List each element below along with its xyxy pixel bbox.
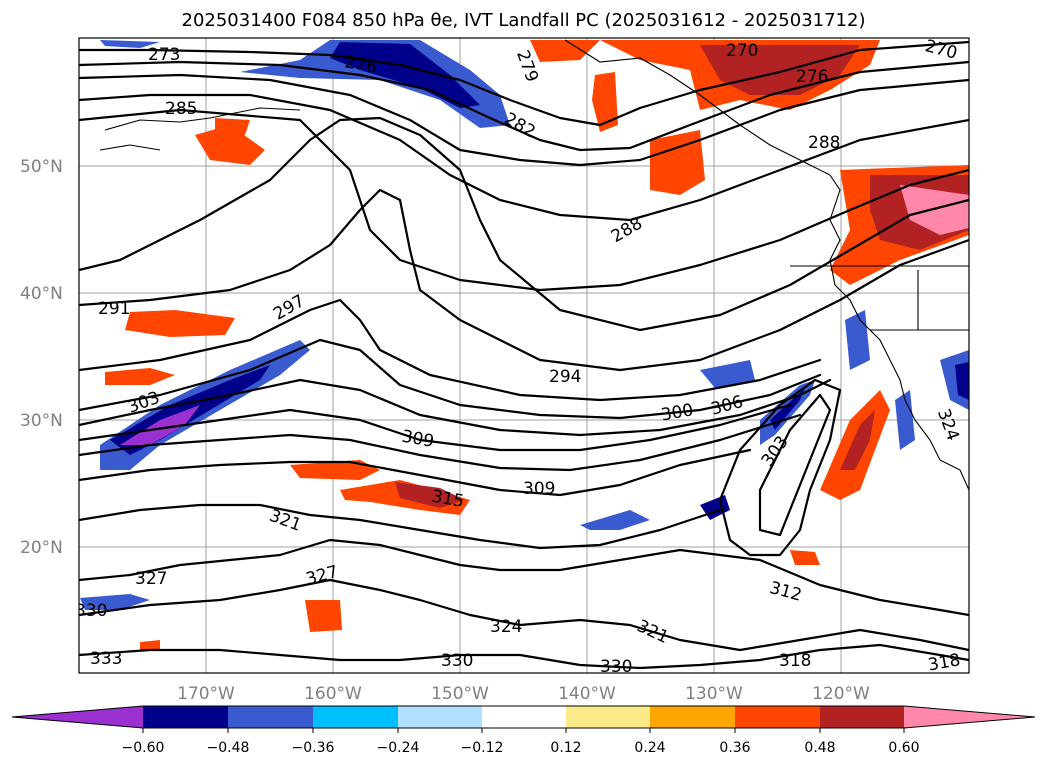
contour-label: 333: [90, 649, 122, 669]
lon-label: 150°W: [431, 684, 489, 704]
contour-label: 276: [796, 67, 828, 87]
contour-label: 291: [98, 299, 130, 319]
contour-label: 324: [490, 617, 522, 637]
contour-label: 309: [523, 479, 555, 499]
lat-label: 20°N: [20, 538, 63, 558]
contour-label: 330: [75, 601, 107, 621]
colorbar-tick-label: −0.24: [377, 740, 420, 756]
map-title: 2025031400 F084 850 hPa θe, IVT Landfall…: [181, 10, 866, 31]
contour-label: 285: [165, 99, 197, 119]
colorbar-tick-label: 0.48: [804, 740, 835, 756]
coastlines: [99, 39, 969, 491]
colorbar-bin: [313, 706, 398, 728]
colorbar-tick-label: −0.48: [207, 740, 250, 756]
colorbar-extend-left: [12, 706, 143, 728]
colorbar-tick-label: −0.12: [461, 740, 504, 756]
contour-label: 273: [148, 45, 180, 65]
ivt-shading: [80, 40, 969, 650]
colorbar-bin: [735, 706, 820, 728]
lon-label: 140°W: [558, 684, 616, 704]
graticule: [79, 38, 969, 673]
colorbar-ticks: [142, 728, 905, 733]
colorbar: −0.60 −0.48 −0.36 −0.24 −0.12 0.12 0.24 …: [11, 705, 1036, 756]
colorbar-tick-label: −0.60: [122, 740, 165, 756]
lat-label: 40°N: [20, 284, 63, 304]
lat-label: 50°N: [20, 157, 63, 177]
lat-label: 30°N: [20, 411, 63, 431]
lon-label: 170°W: [177, 684, 235, 704]
colorbar-bin: [143, 706, 228, 728]
colorbar-bin: [482, 706, 566, 728]
lon-label: 160°W: [304, 684, 362, 704]
colorbar-tick-label: 0.60: [888, 740, 919, 756]
contour-label: 318: [926, 650, 961, 675]
colorbar-tick-label: 0.36: [719, 740, 750, 756]
colorbar-bin: [820, 706, 904, 728]
colorbar-bin: [650, 706, 735, 728]
longitude-labels: 170°W 160°W 150°W 140°W 130°W 120°W: [177, 684, 870, 704]
colorbar-bin: [398, 706, 482, 728]
theta-e-contours: [79, 40, 969, 670]
contour-label: 294: [549, 367, 581, 387]
colorbar-extend-right: [904, 706, 1035, 728]
lon-label: 130°W: [685, 684, 743, 704]
contour-label: 330: [441, 651, 473, 671]
contour-label: 327: [135, 569, 167, 589]
colorbar-tick-label: 0.24: [634, 740, 665, 756]
colorbar-bin: [228, 706, 313, 728]
contour-label: 330: [600, 657, 632, 677]
lon-label: 120°W: [812, 684, 870, 704]
colorbar-tick-label: −0.36: [292, 740, 335, 756]
contour-label: 318: [779, 651, 811, 671]
colorbar-tick-label: 0.12: [550, 740, 581, 756]
latitude-labels: 50°N 40°N 30°N 20°N: [20, 157, 63, 558]
map-frame: [78, 37, 970, 674]
contour-label: 270: [726, 41, 758, 61]
contour-label: 288: [808, 133, 840, 153]
colorbar-bin: [566, 706, 650, 728]
